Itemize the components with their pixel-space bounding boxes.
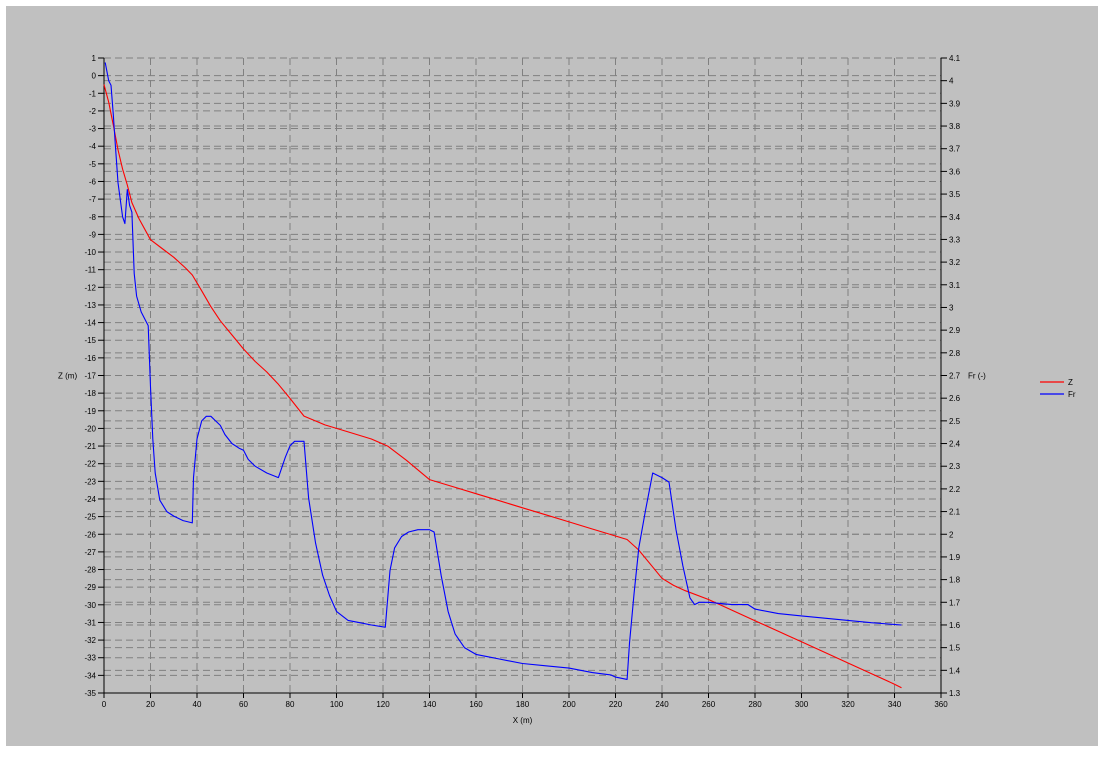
y-tick-label: -19 (84, 407, 96, 416)
x-tick-label: 340 (888, 700, 902, 709)
y2-tick-label: 3.5 (949, 190, 961, 199)
x-tick-label: 180 (516, 700, 530, 709)
y2-tick-label: 2 (949, 530, 954, 539)
y-tick-label: -31 (84, 618, 96, 627)
y2-tick-label: 1.3 (949, 689, 961, 698)
y-tick-label: 0 (92, 72, 97, 81)
y-tick-label: -26 (84, 530, 96, 539)
x-tick-label: 160 (469, 700, 483, 709)
y2-tick-label: 3.1 (949, 281, 961, 290)
y2-tick-label: 3.7 (949, 145, 961, 154)
y-tick-label: -20 (84, 424, 96, 433)
y-tick-label: -35 (84, 689, 96, 698)
x-tick-label: 300 (795, 700, 809, 709)
y2-tick-label: 1.9 (949, 553, 961, 562)
y2-tick-label: 3.9 (949, 99, 961, 108)
x-tick-label: 240 (655, 700, 669, 709)
y-tick-label: -14 (84, 319, 96, 328)
y2-tick-label: 3.6 (949, 167, 961, 176)
y2-tick-label: 2.1 (949, 508, 961, 517)
y-tick-label: -22 (84, 460, 96, 469)
x-tick-label: 220 (609, 700, 623, 709)
y-tick-label: -10 (84, 248, 96, 257)
y-tick-label: -8 (89, 213, 97, 222)
y2-tick-label: 3.4 (949, 213, 961, 222)
y2-tick-label: 3.8 (949, 122, 961, 131)
y-tick-label: -24 (84, 495, 96, 504)
y2-tick-label: 3 (949, 303, 954, 312)
y-tick-label: -17 (84, 372, 96, 381)
y-tick-label: -28 (84, 566, 96, 575)
x-tick-label: 60 (239, 700, 248, 709)
x-tick-label: 260 (702, 700, 716, 709)
x-tick-label: 360 (934, 700, 948, 709)
y-tick-label: -5 (89, 160, 97, 169)
y-tick-label: -32 (84, 636, 96, 645)
y2-tick-label: 2.6 (949, 394, 961, 403)
x-tick-label: 200 (562, 700, 576, 709)
y2-tick-label: 2.9 (949, 326, 961, 335)
y-tick-label: -15 (84, 336, 96, 345)
y-tick-label: -6 (89, 177, 97, 186)
y-tick-label: -34 (84, 671, 96, 680)
y-tick-label: -29 (84, 583, 96, 592)
y2-tick-label: 3.3 (949, 235, 961, 244)
y2-tick-label: 2.7 (949, 372, 961, 381)
y2-tick-label: 2.3 (949, 462, 961, 471)
y2-axis-label: Fr (-) (968, 372, 986, 381)
y-tick-label: -4 (89, 142, 97, 151)
y-tick-label: -25 (84, 513, 96, 522)
y2-tick-label: 2.8 (949, 349, 961, 358)
y-tick-label: -18 (84, 389, 96, 398)
y-tick-label: -12 (84, 283, 96, 292)
y2-tick-label: 4 (949, 77, 954, 86)
y2-tick-label: 3.2 (949, 258, 961, 267)
y-tick-label: -9 (89, 230, 97, 239)
x-tick-label: 100 (330, 700, 344, 709)
y-tick-label: -27 (84, 548, 96, 557)
x-tick-label: 80 (286, 700, 295, 709)
y2-tick-label: 4.1 (949, 54, 961, 63)
x-tick-label: 280 (748, 700, 762, 709)
x-axis-label: X (m) (513, 716, 533, 725)
y2-tick-label: 1.7 (949, 598, 961, 607)
y2-tick-label: 1.8 (949, 576, 961, 585)
x-tick-label: 320 (841, 700, 855, 709)
x-tick-label: 20 (146, 700, 155, 709)
y2-tick-label: 2.2 (949, 485, 961, 494)
y-tick-label: -33 (84, 654, 96, 663)
y2-tick-label: 2.4 (949, 440, 961, 449)
y-tick-label: -7 (89, 195, 97, 204)
y-tick-label: -23 (84, 477, 96, 486)
y-tick-label: -1 (89, 89, 97, 98)
legend-label-z: Z (1068, 378, 1073, 387)
y-tick-label: -2 (89, 107, 97, 116)
y-tick-label: 1 (92, 54, 97, 63)
y-tick-label: -11 (85, 266, 97, 275)
y2-tick-label: 1.4 (949, 666, 961, 675)
x-tick-label: 120 (376, 700, 390, 709)
x-tick-label: 0 (102, 700, 107, 709)
y2-tick-label: 1.6 (949, 621, 961, 630)
x-tick-label: 40 (193, 700, 202, 709)
y-tick-label: -30 (84, 601, 96, 610)
y2-tick-label: 2.5 (949, 417, 961, 426)
y-axis-label: Z (m) (58, 372, 77, 381)
series-line-fr (104, 62, 902, 680)
y2-tick-label: 1.5 (949, 644, 961, 653)
legend-label-fr: Fr (1068, 390, 1076, 399)
y-tick-label: -16 (84, 354, 96, 363)
y-tick-label: -13 (84, 301, 96, 310)
y-tick-label: -3 (89, 125, 97, 134)
y-tick-label: -21 (84, 442, 96, 451)
x-tick-label: 140 (423, 700, 437, 709)
